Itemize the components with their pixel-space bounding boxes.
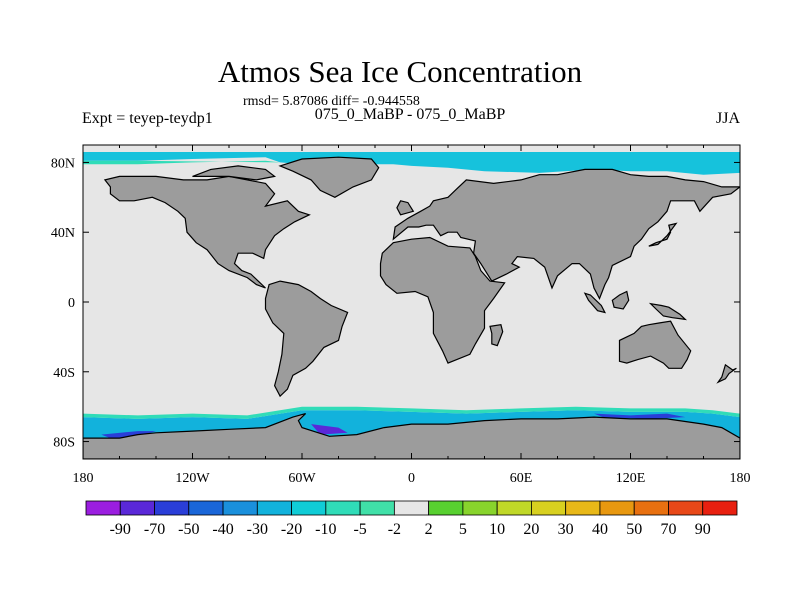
colorbar-swatch [325, 500, 361, 516]
ice-arctic-ice-loss [83, 152, 740, 175]
colorbar-swatch [702, 500, 738, 516]
colorbar-swatch [496, 500, 532, 516]
colorbar-swatch [256, 500, 292, 516]
colorbar-label: 5 [459, 521, 467, 538]
land-south-america [264, 280, 349, 398]
colorbar-swatch [668, 500, 704, 516]
colorbar-swatch [428, 500, 464, 516]
land-borneo [611, 290, 630, 310]
colorbar-label: -40 [212, 521, 233, 538]
colorbar-label: -70 [144, 521, 165, 538]
y-tick-label: 80N [51, 156, 75, 171]
colorbar-label: 40 [592, 521, 608, 538]
colorbar-label: -90 [110, 521, 131, 538]
stats-label: rmsd= 5.87086 diff= -0.944558 [243, 94, 420, 109]
land-africa [379, 236, 506, 364]
colorbar-label: 2 [425, 521, 433, 538]
colorbar-label: 70 [660, 521, 676, 538]
period-label: 075_0_MaBP - 075_0_MaBP [314, 106, 506, 123]
colorbar-swatch [222, 500, 258, 516]
colorbar-label: -30 [247, 521, 268, 538]
y-tick-label: 40N [51, 226, 75, 241]
colorbar-label: -5 [353, 521, 366, 538]
colorbar-label: -20 [281, 521, 302, 538]
x-tick-label: 180 [730, 471, 751, 486]
y-tick-label: 40S [53, 366, 75, 381]
ice-arctic-ice-edge [83, 160, 281, 165]
land-antarctica [83, 413, 740, 459]
land-eurasia [392, 168, 740, 300]
colorbar-swatch [291, 500, 327, 516]
colorbar-swatch [393, 500, 430, 516]
land-greenland [278, 156, 380, 198]
axis-ticks: 180 120W 60W 0 60E 120E 180 80N 40N 0 40S 80S [51, 145, 751, 486]
colorbar-swatch [119, 500, 155, 516]
x-tick-label: 180 [73, 471, 94, 486]
colorbar: -90 -70 -50 -40 -30 -20 -10 -5 -2 2 5 10 20 30 40 50 70 9… [85, 500, 738, 538]
sea-ice-layer [83, 152, 740, 439]
x-tick-label: 60W [288, 471, 316, 486]
colorbar-label: 50 [626, 521, 642, 538]
colorbar-swatch [531, 500, 567, 516]
chart-title: Atmos Sea Ice Concentration [217, 54, 583, 89]
land-canadian-arctic-islands [192, 165, 277, 181]
ice-antarctic-outer-edge [83, 406, 740, 419]
x-tick-label: 120W [175, 471, 210, 486]
colorbar-swatch [188, 500, 224, 516]
land-sumatra [583, 292, 607, 314]
ice-ross-sea-strong-loss [101, 431, 156, 439]
land-new-zealand [716, 363, 737, 384]
ice-weddell-sea-strong-loss [311, 424, 348, 435]
ice-antarctic-ice-loss [83, 410, 740, 439]
colorbar-label: 20 [523, 521, 539, 538]
colorbar-label: -50 [178, 521, 199, 538]
colorbar-label: -10 [315, 521, 336, 538]
season-label: JJA [715, 110, 740, 127]
land-new-guinea [648, 302, 688, 321]
colorbar-swatch [462, 500, 498, 516]
land-madagascar [489, 324, 504, 347]
colorbar-swatch [633, 500, 669, 516]
experiment-label: Expt = teyep-teydp1 [82, 110, 213, 127]
y-tick-label: 0 [68, 296, 75, 311]
x-tick-label: 0 [408, 471, 415, 486]
land-layer [83, 156, 740, 459]
colorbar-label: 30 [558, 521, 574, 538]
colorbar-swatch [85, 500, 121, 516]
colorbar-label: 90 [695, 521, 711, 538]
land-japan [648, 222, 678, 247]
colorbar-swatch [359, 500, 395, 516]
land-australia [618, 320, 692, 369]
x-tick-label: 60E [510, 471, 533, 486]
y-tick-label: 80S [53, 436, 75, 451]
colorbar-swatch [565, 500, 601, 516]
colorbar-label: -2 [388, 521, 401, 538]
ice-east-antarctic-strong-loss [594, 413, 686, 419]
colorbar-label: 10 [489, 521, 505, 538]
x-tick-label: 120E [616, 471, 646, 486]
colorbar-swatch [154, 500, 190, 516]
land-british-isles [396, 200, 415, 216]
colorbar-swatch [599, 500, 635, 516]
